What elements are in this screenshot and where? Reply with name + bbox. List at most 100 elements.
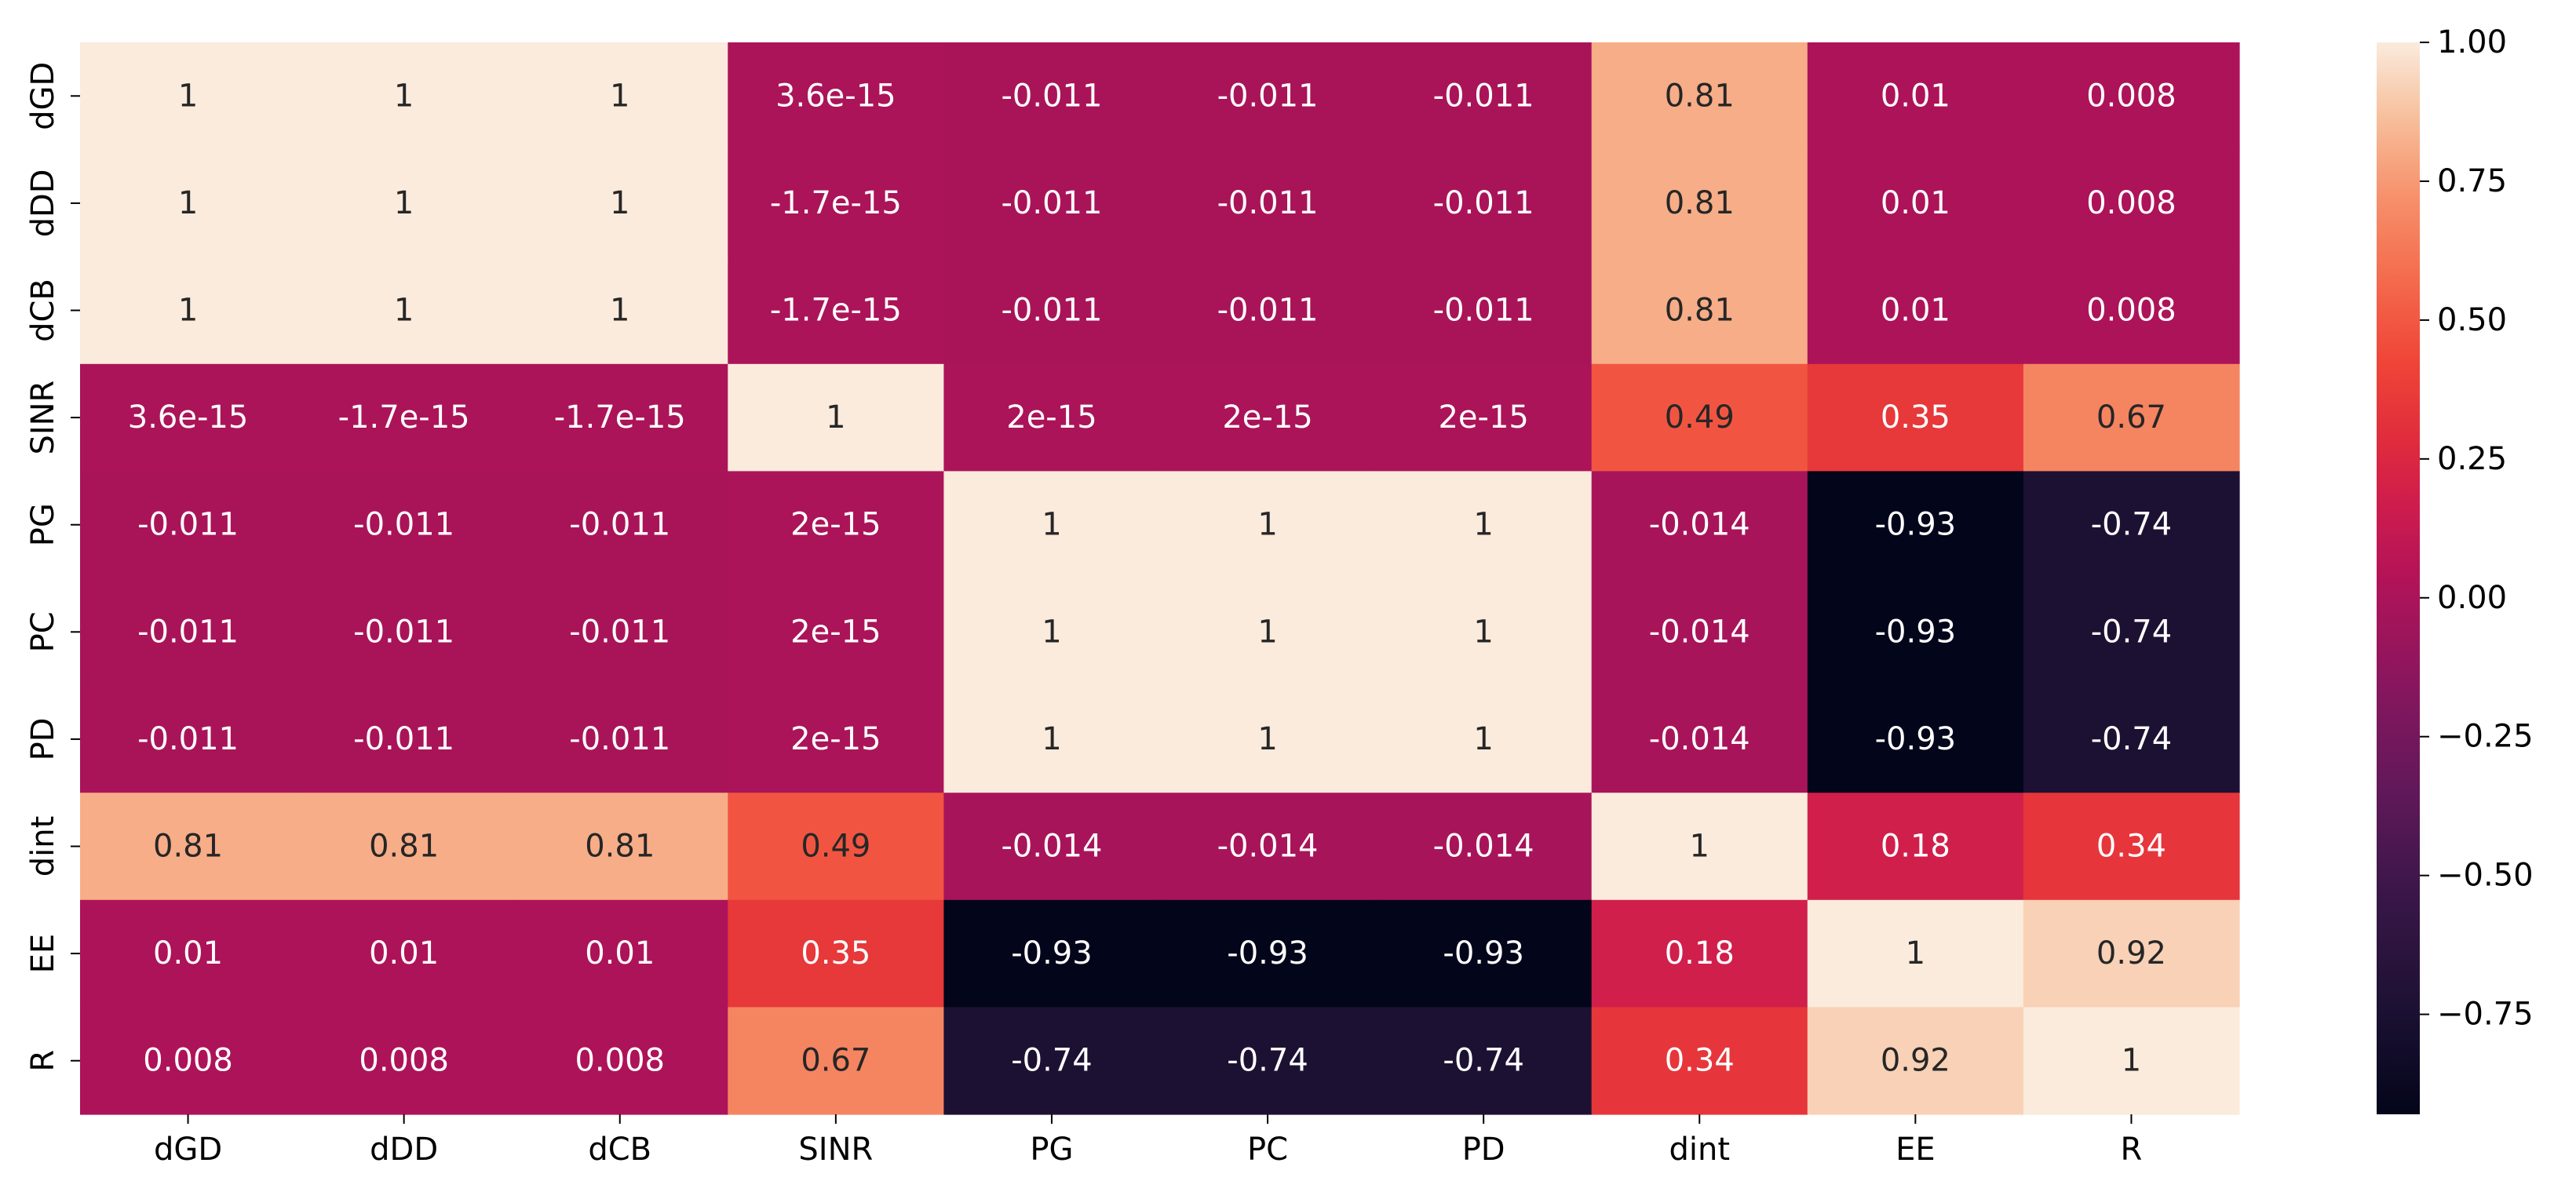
x-tick-label: dGD: [154, 1132, 222, 1168]
heatmap-cell: [1807, 257, 2024, 365]
cell-annotation: 0.49: [1665, 399, 1735, 436]
heatmap-cell: [80, 899, 297, 1008]
cell-annotation: 0.81: [1665, 78, 1735, 114]
heatmap-cell: [80, 1007, 297, 1115]
cell-annotation: -0.74: [2091, 721, 2173, 757]
cell-annotation: 0.01: [1881, 78, 1950, 114]
cell-annotations: 1 1 1 3.6e-15 -0.011 -0.011 -0.011 0.81 0.01 0.00…: [128, 78, 2176, 1078]
heatmap-cell: [1375, 578, 1593, 687]
cell-annotation: -0.014: [1217, 829, 1319, 865]
cell-annotation: 1: [1690, 829, 1709, 865]
cell-annotation: 0.81: [1665, 185, 1735, 221]
cell-annotation: 1: [610, 185, 629, 221]
x-tick-label: dCB: [588, 1132, 651, 1168]
cell-annotation: 2e-15: [1438, 399, 1528, 436]
cell-annotation: -0.74: [1443, 1043, 1524, 1079]
heatmap-cell: [1159, 1007, 1377, 1115]
heatmap-cell: [943, 899, 1161, 1008]
colorbar-tick-label: 0.75: [2437, 163, 2507, 199]
cell-annotation: 1: [1042, 721, 1061, 757]
heatmap-cell: [1159, 578, 1377, 687]
cell-annotation: -0.011: [1433, 293, 1534, 329]
cell-annotation: 1: [1257, 721, 1277, 757]
heatmap-cell: [1807, 578, 2024, 687]
heatmap-cell: [2023, 899, 2240, 1008]
heatmap-cell: [80, 793, 297, 901]
cell-annotation: 2e-15: [790, 721, 881, 757]
heatmap-cells: [80, 42, 2240, 1115]
heatmap-cell: [1375, 685, 1593, 793]
heatmap-cell: [1591, 578, 1808, 687]
colorbar-tick-label: −0.50: [2437, 858, 2534, 894]
heatmap-cell: [512, 578, 728, 687]
heatmap-cell: [80, 578, 297, 687]
cell-annotation: 1: [610, 293, 629, 329]
heatmap-cell: [296, 257, 513, 365]
heatmap-cell: [1591, 1007, 1808, 1115]
colorbar-tick-label: 1.00: [2437, 24, 2507, 60]
heatmap-cell: [1591, 257, 1808, 365]
x-tick-label: PC: [1247, 1132, 1288, 1168]
y-tick-label: SINR: [25, 381, 61, 455]
heatmap-cell: [80, 149, 297, 257]
cell-annotation: 0.008: [2086, 293, 2176, 329]
heatmap-cell: [1807, 363, 2024, 472]
cell-annotation: 0.92: [2096, 935, 2166, 971]
cell-annotation: -0.011: [1001, 78, 1102, 114]
heatmap-cell: [2023, 363, 2240, 472]
y-tick-label: PD: [25, 717, 61, 760]
heatmap-cell: [80, 42, 297, 151]
heatmap-cell: [943, 793, 1161, 901]
cell-annotation: -0.74: [1011, 1043, 1093, 1079]
heatmap-cell: [1591, 471, 1808, 579]
cell-annotation: -0.011: [137, 507, 239, 543]
x-tick-label: EE: [1896, 1132, 1936, 1168]
cell-annotation: -0.011: [1433, 185, 1534, 221]
cell-annotation: 1: [826, 399, 845, 436]
heatmap-cell: [2023, 149, 2240, 257]
cell-annotation: 1: [394, 293, 414, 329]
cell-annotation: 1: [1473, 721, 1493, 757]
heatmap-cell: [1807, 793, 2024, 901]
cell-annotation: 0.81: [585, 829, 655, 865]
cell-annotation: -0.011: [353, 721, 454, 757]
heatmap-cell: [943, 149, 1161, 257]
cell-annotation: 0.81: [153, 829, 223, 865]
cell-annotation: 2e-15: [790, 507, 881, 543]
heatmap-cell: [728, 578, 944, 687]
heatmap-cell: [296, 899, 513, 1008]
cell-annotation: 0.35: [801, 935, 870, 971]
cell-annotation: 0.49: [801, 829, 870, 865]
heatmap-cell: [728, 685, 944, 793]
cell-annotation: 0.01: [1881, 185, 1950, 221]
cell-annotation: -0.011: [1001, 293, 1102, 329]
cell-annotation: 2e-15: [1222, 399, 1312, 436]
y-tick-label: EE: [25, 934, 61, 974]
heatmap-cell: [296, 578, 513, 687]
cell-annotation: 0.01: [1881, 293, 1950, 329]
heatmap-cell: [2023, 1007, 2240, 1115]
cell-annotation: 0.008: [2086, 185, 2176, 221]
cell-annotation: 0.67: [2096, 399, 2166, 436]
heatmap-cell: [1375, 42, 1593, 151]
cell-annotation: 0.008: [575, 1043, 665, 1079]
heatmap-cell: [296, 471, 513, 579]
cell-annotation: -0.74: [2091, 614, 2173, 650]
y-tick-label: dGD: [25, 62, 61, 130]
cell-annotation: -0.011: [569, 507, 670, 543]
heatmap-cell: [2023, 793, 2240, 901]
heatmap-cell: [296, 42, 513, 151]
heatmap-cell: [728, 471, 944, 579]
y-tick-label: dint: [25, 816, 61, 877]
colorbar-tick-label: −0.25: [2437, 719, 2534, 755]
heatmap-cell: [512, 257, 728, 365]
heatmap-cell: [2023, 578, 2240, 687]
cell-annotation: 0.81: [1665, 293, 1735, 329]
cell-annotation: -1.7e-15: [338, 399, 470, 436]
cell-annotation: 1: [1906, 935, 1925, 971]
colorbar: 1.00 0.75 0.50 0.25 0.00 −0.25 −0.50 −0.75: [2377, 24, 2534, 1114]
heatmap-cell: [1807, 1007, 2024, 1115]
colorbar-tick-label: 0.00: [2437, 580, 2507, 616]
x-tick-label: SINR: [798, 1132, 873, 1168]
cell-annotation: -0.011: [137, 721, 239, 757]
